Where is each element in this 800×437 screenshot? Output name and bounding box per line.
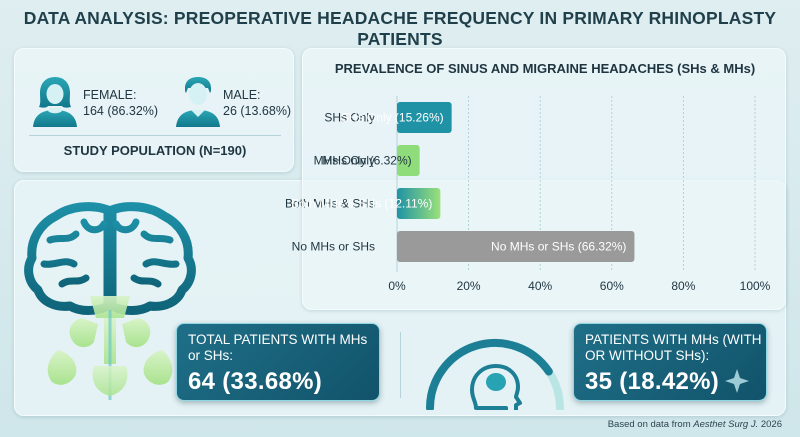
- mh-gauge: [426, 339, 564, 410]
- male-value: 26 (13.68%): [223, 104, 292, 118]
- patients-with-mhs-value: 35 (18.42%): [585, 368, 720, 395]
- male-stat: MALE: 26 (13.68%): [223, 87, 291, 119]
- chart-panel: PREVALENCE OF SINUS AND MIGRAINE HEADACH…: [302, 48, 786, 310]
- footer-prefix: Based on data from: [607, 419, 694, 430]
- summary-divider: [400, 332, 401, 398]
- head-profile-icon: [470, 364, 522, 410]
- female-label: FEMALE:: [83, 88, 137, 102]
- patients-with-mhs-label: PATIENTS WITH MHs (WITH OR WITHOUT SHs):: [585, 332, 762, 363]
- female-stat: FEMALE: 164 (86.32%): [83, 87, 158, 119]
- footer-year: 2026: [758, 419, 782, 430]
- footer-journal: Aesthet Surg J.: [693, 419, 759, 430]
- brain-sinus-icon: [24, 202, 196, 400]
- male-label: MALE:: [223, 88, 261, 102]
- male-person-icon: [176, 77, 220, 127]
- page-title: DATA ANALYSIS: PREOPERATIVE HEADACHE FRE…: [23, 8, 777, 49]
- chart-title: PREVALENCE OF SINUS AND MIGRAINE HEADACH…: [334, 61, 756, 76]
- mh-gauge-fill: [426, 339, 553, 410]
- total-patients-label: TOTAL PATIENTS WITH MHs or SHs:: [188, 332, 368, 363]
- female-person-icon: [33, 77, 77, 127]
- total-patients-box: TOTAL PATIENTS WITH MHs or SHs: 64 (33.6…: [176, 323, 380, 401]
- population-panel: FEMALE: 164 (86.32%) MALE: 26 (13.68%) S…: [14, 48, 294, 172]
- total-patients-value: 64 (33.68%): [188, 368, 323, 395]
- source-footer: Based on data from Aesthet Surg J. 2026: [608, 419, 782, 430]
- patients-with-mhs-box: PATIENTS WITH MHs (WITH OR WITHOUT SHs):…: [573, 323, 767, 401]
- study-population-label: STUDY POPULATION (N=190): [63, 143, 247, 158]
- population-divider: [29, 135, 281, 136]
- sparkle-icon: [725, 369, 749, 393]
- female-value: 164 (86.32%): [83, 104, 159, 118]
